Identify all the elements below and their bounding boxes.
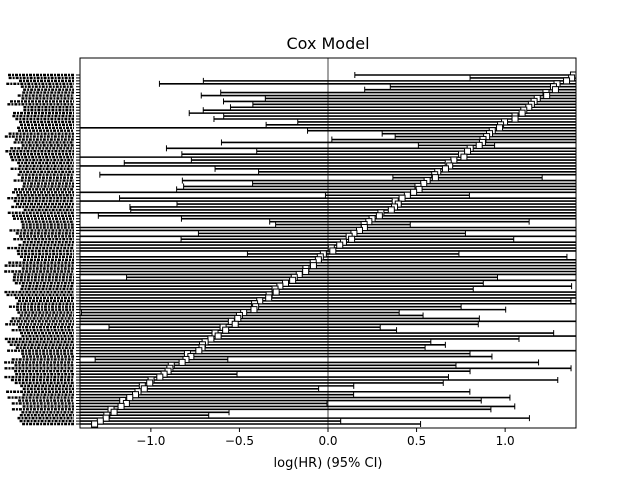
point-estimate-marker <box>450 156 458 164</box>
x-axis: −1.0 −0.5 0.0 0.5 1.0 <box>136 428 515 448</box>
point-estimate-marker <box>102 414 110 422</box>
point-estimate-marker <box>398 194 406 202</box>
point-estimate-marker <box>348 235 356 243</box>
point-estimate-marker <box>214 332 222 340</box>
point-estimate-marker <box>222 326 230 334</box>
point-estimate-marker <box>460 153 468 161</box>
point-estimate-marker <box>329 247 337 255</box>
point-estimate-marker <box>132 391 140 399</box>
point-estimate-marker <box>207 335 215 343</box>
plot-area <box>80 58 576 428</box>
x-tick-label: 0.0 <box>318 434 337 448</box>
x-tick-label: 0.5 <box>407 434 426 448</box>
x-tick-label: −0.5 <box>225 434 254 448</box>
point-estimate-marker <box>110 408 118 416</box>
x-axis-label: log(HR) (95% CI) <box>274 456 383 471</box>
x-tick-label: −1.0 <box>136 434 165 448</box>
point-estimate-marker <box>250 306 258 314</box>
point-estimate-marker <box>282 279 290 287</box>
point-estimate-marker <box>518 109 526 117</box>
point-estimate-marker <box>117 402 125 410</box>
point-estimate-marker <box>475 141 483 149</box>
point-estimate-marker <box>178 358 186 366</box>
point-estimate-marker <box>146 379 154 387</box>
point-estimate-marker <box>302 267 310 275</box>
point-estimate-marker <box>96 417 104 425</box>
point-estimate-marker <box>431 174 439 182</box>
point-estimate-marker <box>464 147 472 155</box>
point-estimate-marker <box>563 77 571 85</box>
point-estimate-marker <box>511 115 519 123</box>
point-estimate-marker <box>496 124 504 132</box>
point-estimate-marker <box>543 92 551 100</box>
point-estimate-marker <box>272 288 280 296</box>
point-estimate-marker <box>309 262 317 270</box>
point-estimate-marker <box>231 320 239 328</box>
point-estimate-marker <box>336 241 344 249</box>
point-estimate-marker <box>265 294 273 302</box>
point-estimate-marker <box>551 86 559 94</box>
point-estimate-marker <box>156 373 164 381</box>
chart-title: Cox Model <box>286 34 369 53</box>
x-tick-label: 1.0 <box>496 434 515 448</box>
point-estimate-marker <box>195 347 203 355</box>
point-estimate-marker <box>387 206 395 214</box>
point-estimate-marker <box>289 276 297 284</box>
y-axis <box>4 73 80 426</box>
point-estimate-marker <box>410 188 418 196</box>
point-estimate-marker <box>91 420 99 428</box>
point-estimate-marker <box>441 165 449 173</box>
point-estimate-marker <box>375 212 383 220</box>
point-estimate-marker <box>420 180 428 188</box>
point-estimate-marker <box>234 314 242 322</box>
point-estimate-marker <box>140 385 148 393</box>
point-estimate-marker <box>126 394 134 402</box>
